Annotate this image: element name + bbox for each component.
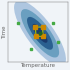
Ellipse shape: [21, 9, 59, 58]
X-axis label: Temperature: Temperature: [20, 63, 55, 68]
Y-axis label: Time: Time: [2, 25, 7, 39]
Ellipse shape: [32, 24, 48, 43]
Ellipse shape: [14, 0, 66, 66]
Ellipse shape: [27, 17, 53, 50]
